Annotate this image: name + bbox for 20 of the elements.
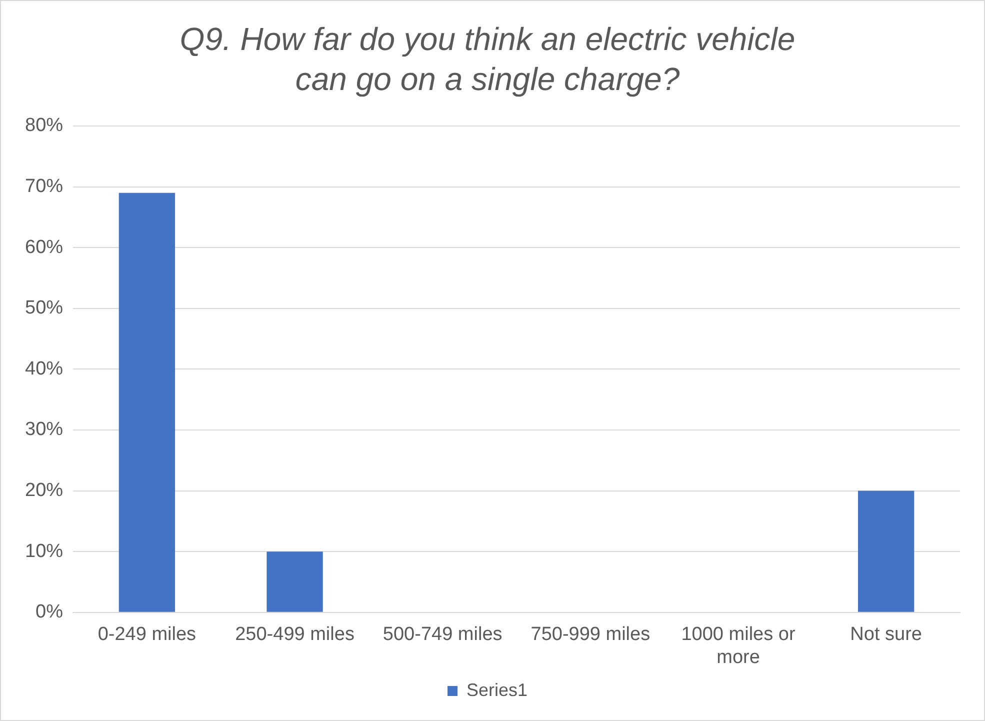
y-tick-label: 30% (24, 419, 64, 440)
x-tick-label: 250-499 miles (235, 624, 354, 646)
y-tick-label: 70% (24, 176, 64, 198)
y-tick-label: 50% (24, 298, 64, 319)
x-tick-label: 750-999 miles (530, 624, 650, 646)
bar (118, 192, 176, 612)
x-tick-label: 0-249 miles (98, 624, 196, 646)
y-tick-label: 40% (24, 358, 64, 380)
x-tick-label: 1000 miles or more (681, 624, 796, 668)
y-tick-label: 20% (24, 480, 64, 502)
bar (266, 552, 323, 612)
y-tick-label: 80% (24, 115, 64, 136)
x-tick-label: 500-749 miles (382, 624, 502, 646)
y-tick-label: 10% (24, 540, 64, 562)
y-tick-label: 60% (24, 236, 64, 258)
chart-title: Q9. How far do you think an electric vehicle can go on a single charge? (180, 20, 796, 97)
y-tick-label: 0% (36, 602, 64, 623)
legend-label: Series1 (466, 680, 528, 700)
x-tick-label: Not sure (850, 624, 922, 646)
bar (858, 490, 914, 612)
